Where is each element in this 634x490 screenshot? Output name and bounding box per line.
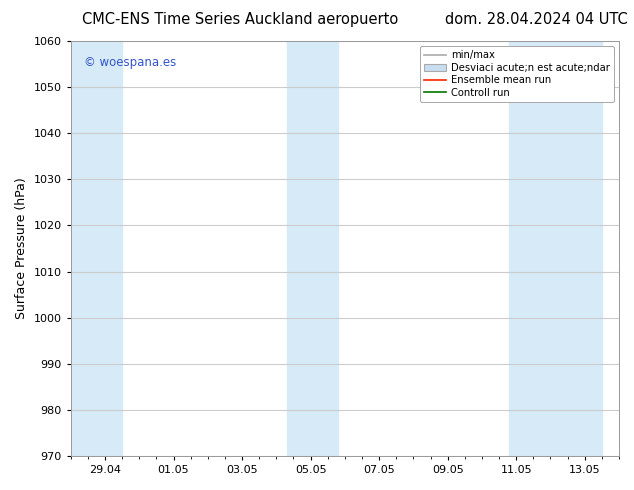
- Bar: [71, 41, 122, 456]
- Legend: min/max, Desviaci acute;n est acute;ndar, Ensemble mean run, Controll run: min/max, Desviaci acute;n est acute;ndar…: [420, 46, 614, 101]
- Y-axis label: Surface Pressure (hPa): Surface Pressure (hPa): [15, 178, 28, 319]
- Text: CMC-ENS Time Series Auckland aeropuerto: CMC-ENS Time Series Auckland aeropuerto: [82, 12, 399, 27]
- Bar: [287, 41, 338, 456]
- Bar: [509, 41, 602, 456]
- Text: dom. 28.04.2024 04 UTC: dom. 28.04.2024 04 UTC: [445, 12, 628, 27]
- Text: © woespana.es: © woespana.es: [84, 55, 177, 69]
